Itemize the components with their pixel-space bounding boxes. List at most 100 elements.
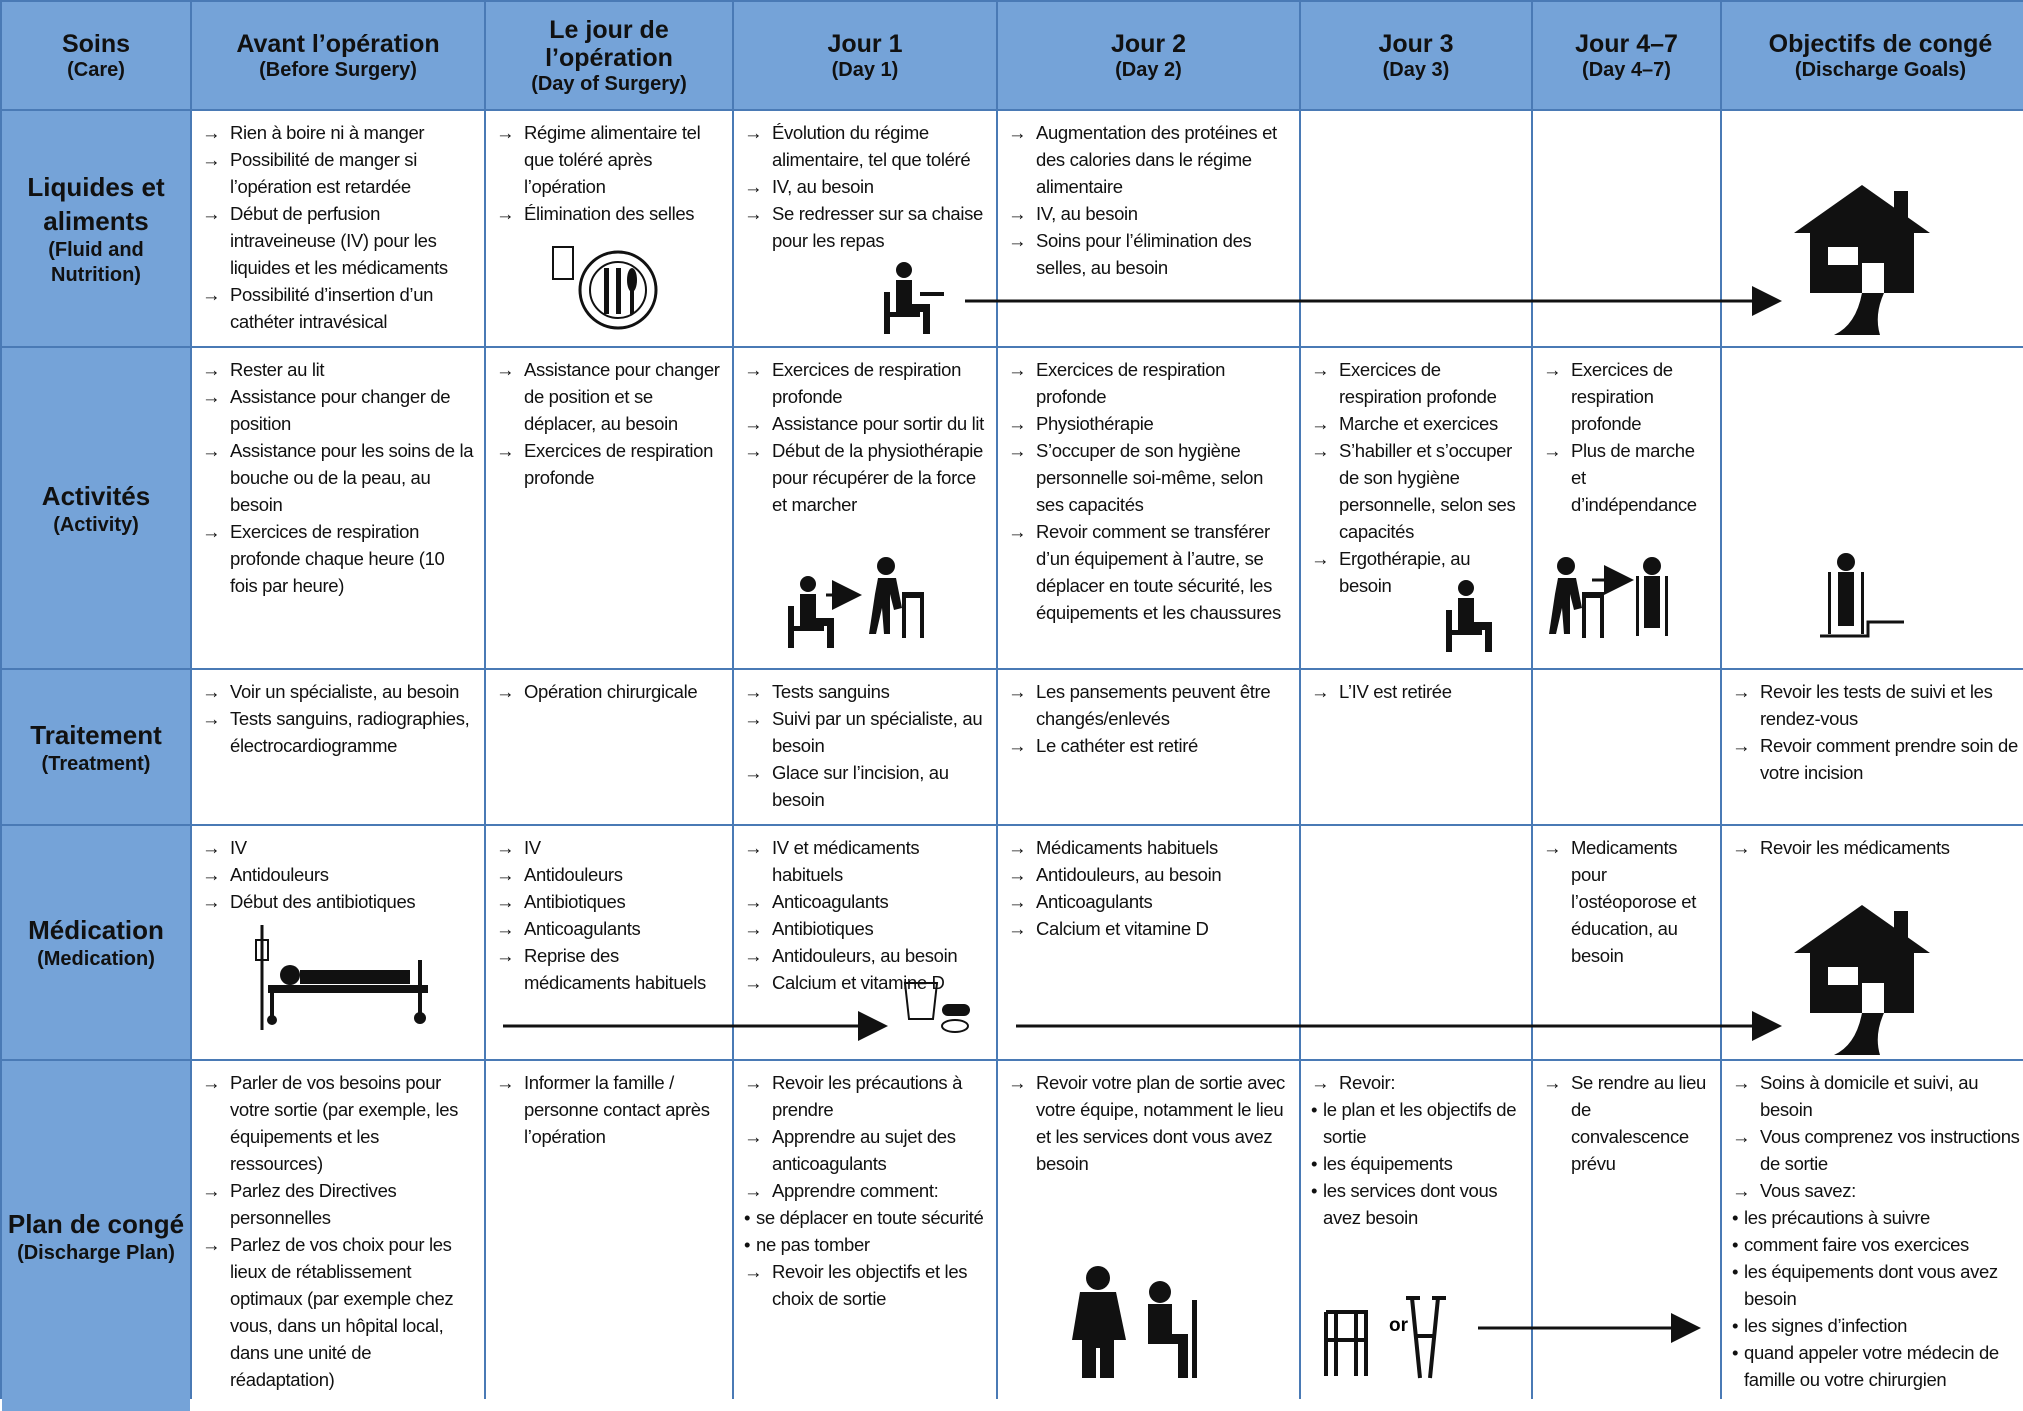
row-label-fr: Plan de congé: [7, 1208, 185, 1239]
table-cell: Revoir les précautions à prendreApprendr…: [734, 1061, 996, 1411]
list-item: Voir un spécialiste, au besoin: [200, 678, 476, 705]
sub-item: se déplacer en toute sécurité: [742, 1204, 988, 1231]
list-item: Début des antibiotiques: [200, 888, 476, 915]
header-fr: Soins: [61, 29, 131, 58]
sub-item: les équipements dont vous avez besoin: [1730, 1258, 2023, 1312]
item-list: Exercices de respiration profondeMarche …: [1309, 356, 1523, 599]
list-item: Exercices de respiration profonde: [1309, 356, 1523, 410]
table-cell: [1301, 826, 1531, 1059]
table-cell: Rien à boire ni à mangerPossibilité de m…: [192, 111, 484, 346]
table-cell: Revoir votre plan de sortie avec votre é…: [998, 1061, 1299, 1411]
sub-item: comment faire vos exercices: [1730, 1231, 2023, 1258]
list-item: Parler de vos besoins pour votre sortie …: [200, 1069, 476, 1177]
header-cell: Soins (Care): [2, 2, 190, 109]
list-item: IV, au besoin: [742, 173, 988, 200]
list-item: Reprise des médicaments habituels: [494, 942, 724, 996]
table-cell: Informer la famille / personne contact a…: [486, 1061, 732, 1411]
item-list: Tests sanguinsSuivi par un spécialiste, …: [742, 678, 988, 813]
list-item: Suivi par un spécialiste, au besoin: [742, 705, 988, 759]
list-item: Se rendre au lieu de convalescence prévu: [1541, 1069, 1712, 1177]
list-item: Calcium et vitamine D: [1006, 915, 1291, 942]
list-item: Médicaments habituels: [1006, 834, 1291, 861]
item-list: Opération chirurgicale: [494, 678, 724, 705]
row-label-fr: Traitement: [30, 719, 162, 750]
list-item: Revoir les précautions à prendre: [742, 1069, 988, 1123]
list-item: Antibiotiques: [742, 915, 988, 942]
list-item: Revoir comment se transférer d’un équipe…: [1006, 518, 1291, 626]
list-item: Revoir les médicaments: [1730, 834, 2023, 861]
sub-item: les précautions à suivre: [1730, 1204, 2023, 1231]
item-list: Médicaments habituelsAntidouleurs, au be…: [1006, 834, 1291, 942]
header-fr: Jour 4–7: [1575, 29, 1678, 58]
list-item: Vous comprenez vos instructions de sorti…: [1730, 1123, 2023, 1177]
list-item: Tests sanguins, radiographies, électroca…: [200, 705, 476, 759]
list-item: Soins à domicile et suivi, au besoin: [1730, 1069, 2023, 1123]
table-cell: Revoir:le plan et les objectifs de sorti…: [1301, 1061, 1531, 1411]
item-list: Régime alimentaire tel que toléré après …: [494, 119, 724, 227]
item-list: Exercices de respiration profondeAssista…: [742, 356, 988, 518]
item-list: Medicaments pour l’ostéoporose et éducat…: [1541, 834, 1712, 969]
item-list: Se rendre au lieu de convalescence prévu: [1541, 1069, 1712, 1177]
header-cell: Jour 1 (Day 1): [734, 2, 996, 109]
list-item: Vous savez:: [1730, 1177, 2023, 1204]
header-en: (Day 1): [831, 58, 899, 81]
header-fr: Objectifs de congé: [1768, 29, 1993, 58]
row-label-fr: Médication: [28, 915, 164, 945]
list-item: Les pansements peuvent être changés/enle…: [1006, 678, 1291, 732]
list-item: Informer la famille / personne contact a…: [494, 1069, 724, 1150]
list-item: Antidouleurs, au besoin: [742, 942, 988, 969]
list-item: S’occuper de son hygiène personnelle soi…: [1006, 437, 1291, 518]
list-item: Assistance pour changer de position: [200, 383, 476, 437]
item-list: Revoir votre plan de sortie avec votre é…: [1006, 1069, 1291, 1177]
row-label-en: (Treatment): [41, 752, 151, 775]
sub-item: les services dont vous avez besoin: [1309, 1177, 1523, 1231]
item-list: Augmentation des protéines et des calori…: [1006, 119, 1291, 281]
list-item: Anticoagulants: [494, 915, 724, 942]
table-cell: [1722, 348, 2023, 668]
table-cell: Exercices de respiration profondePlus de…: [1533, 348, 1720, 668]
table-cell: Augmentation des protéines et des calori…: [998, 111, 1299, 346]
header-en: (Care): [67, 58, 125, 81]
list-item: Revoir les tests de suivi et les rendez-…: [1730, 678, 2023, 732]
list-item: IV, au besoin: [1006, 200, 1291, 227]
list-item: Augmentation des protéines et des calori…: [1006, 119, 1291, 200]
header-en: (Day 3): [1382, 58, 1450, 81]
row-label-fr: Liquides et aliments: [27, 171, 165, 236]
list-item: Soins pour l’élimination des selles, au …: [1006, 227, 1291, 281]
header-cell: Jour 4–7 (Day 4–7): [1533, 2, 1720, 109]
list-item: Assistance pour changer de position et s…: [494, 356, 724, 437]
list-item: S’habiller et s’occuper de son hygiène p…: [1309, 437, 1523, 545]
row-label: Médication (Medication): [2, 826, 190, 1059]
list-item: Parlez de vos choix pour les lieux de ré…: [200, 1231, 476, 1393]
item-list: Revoir les tests de suivi et les rendez-…: [1730, 678, 2023, 786]
header-fr: Jour 2: [1110, 29, 1187, 58]
list-item: Début de perfusion intraveineuse (IV) po…: [200, 200, 476, 281]
item-list: Assistance pour changer de position et s…: [494, 356, 724, 491]
header-cell: Jour 2 (Day 2): [998, 2, 1299, 109]
list-item: Calcium et vitamine D: [742, 969, 988, 996]
list-item: Anticoagulants: [742, 888, 988, 915]
list-item: Élimination des selles: [494, 200, 724, 227]
list-item: Exercices de respiration profonde chaque…: [200, 518, 476, 599]
header-en: (Discharge Goals): [1794, 58, 1967, 81]
list-item: Assistance pour sortir du lit: [742, 410, 988, 437]
header-cell: Objectifs de congé (Discharge Goals): [1722, 2, 2023, 109]
list-item: Anticoagulants: [1006, 888, 1291, 915]
item-list: Exercices de respiration profondePhysiot…: [1006, 356, 1291, 626]
list-item: Exercices de respiration profonde: [1006, 356, 1291, 410]
table-cell: Exercices de respiration profondePhysiot…: [998, 348, 1299, 668]
sub-item: les équipements: [1309, 1150, 1523, 1177]
row-label-en: (Discharge Plan): [17, 1241, 175, 1264]
list-item: IV: [200, 834, 476, 861]
table-cell: Exercices de respiration profondeAssista…: [734, 348, 996, 668]
item-list: IV et médicaments habituelsAnticoagulant…: [742, 834, 988, 996]
list-item: Marche et exercices: [1309, 410, 1523, 437]
item-list: IVAntidouleursDébut des antibiotiques: [200, 834, 476, 915]
list-item: Plus de marche et d’indépendance: [1541, 437, 1712, 518]
list-item: IV: [494, 834, 724, 861]
header-cell: Jour 3 (Day 3): [1301, 2, 1531, 109]
list-item: L’IV est retirée: [1309, 678, 1523, 705]
table-cell: L’IV est retirée: [1301, 670, 1531, 824]
